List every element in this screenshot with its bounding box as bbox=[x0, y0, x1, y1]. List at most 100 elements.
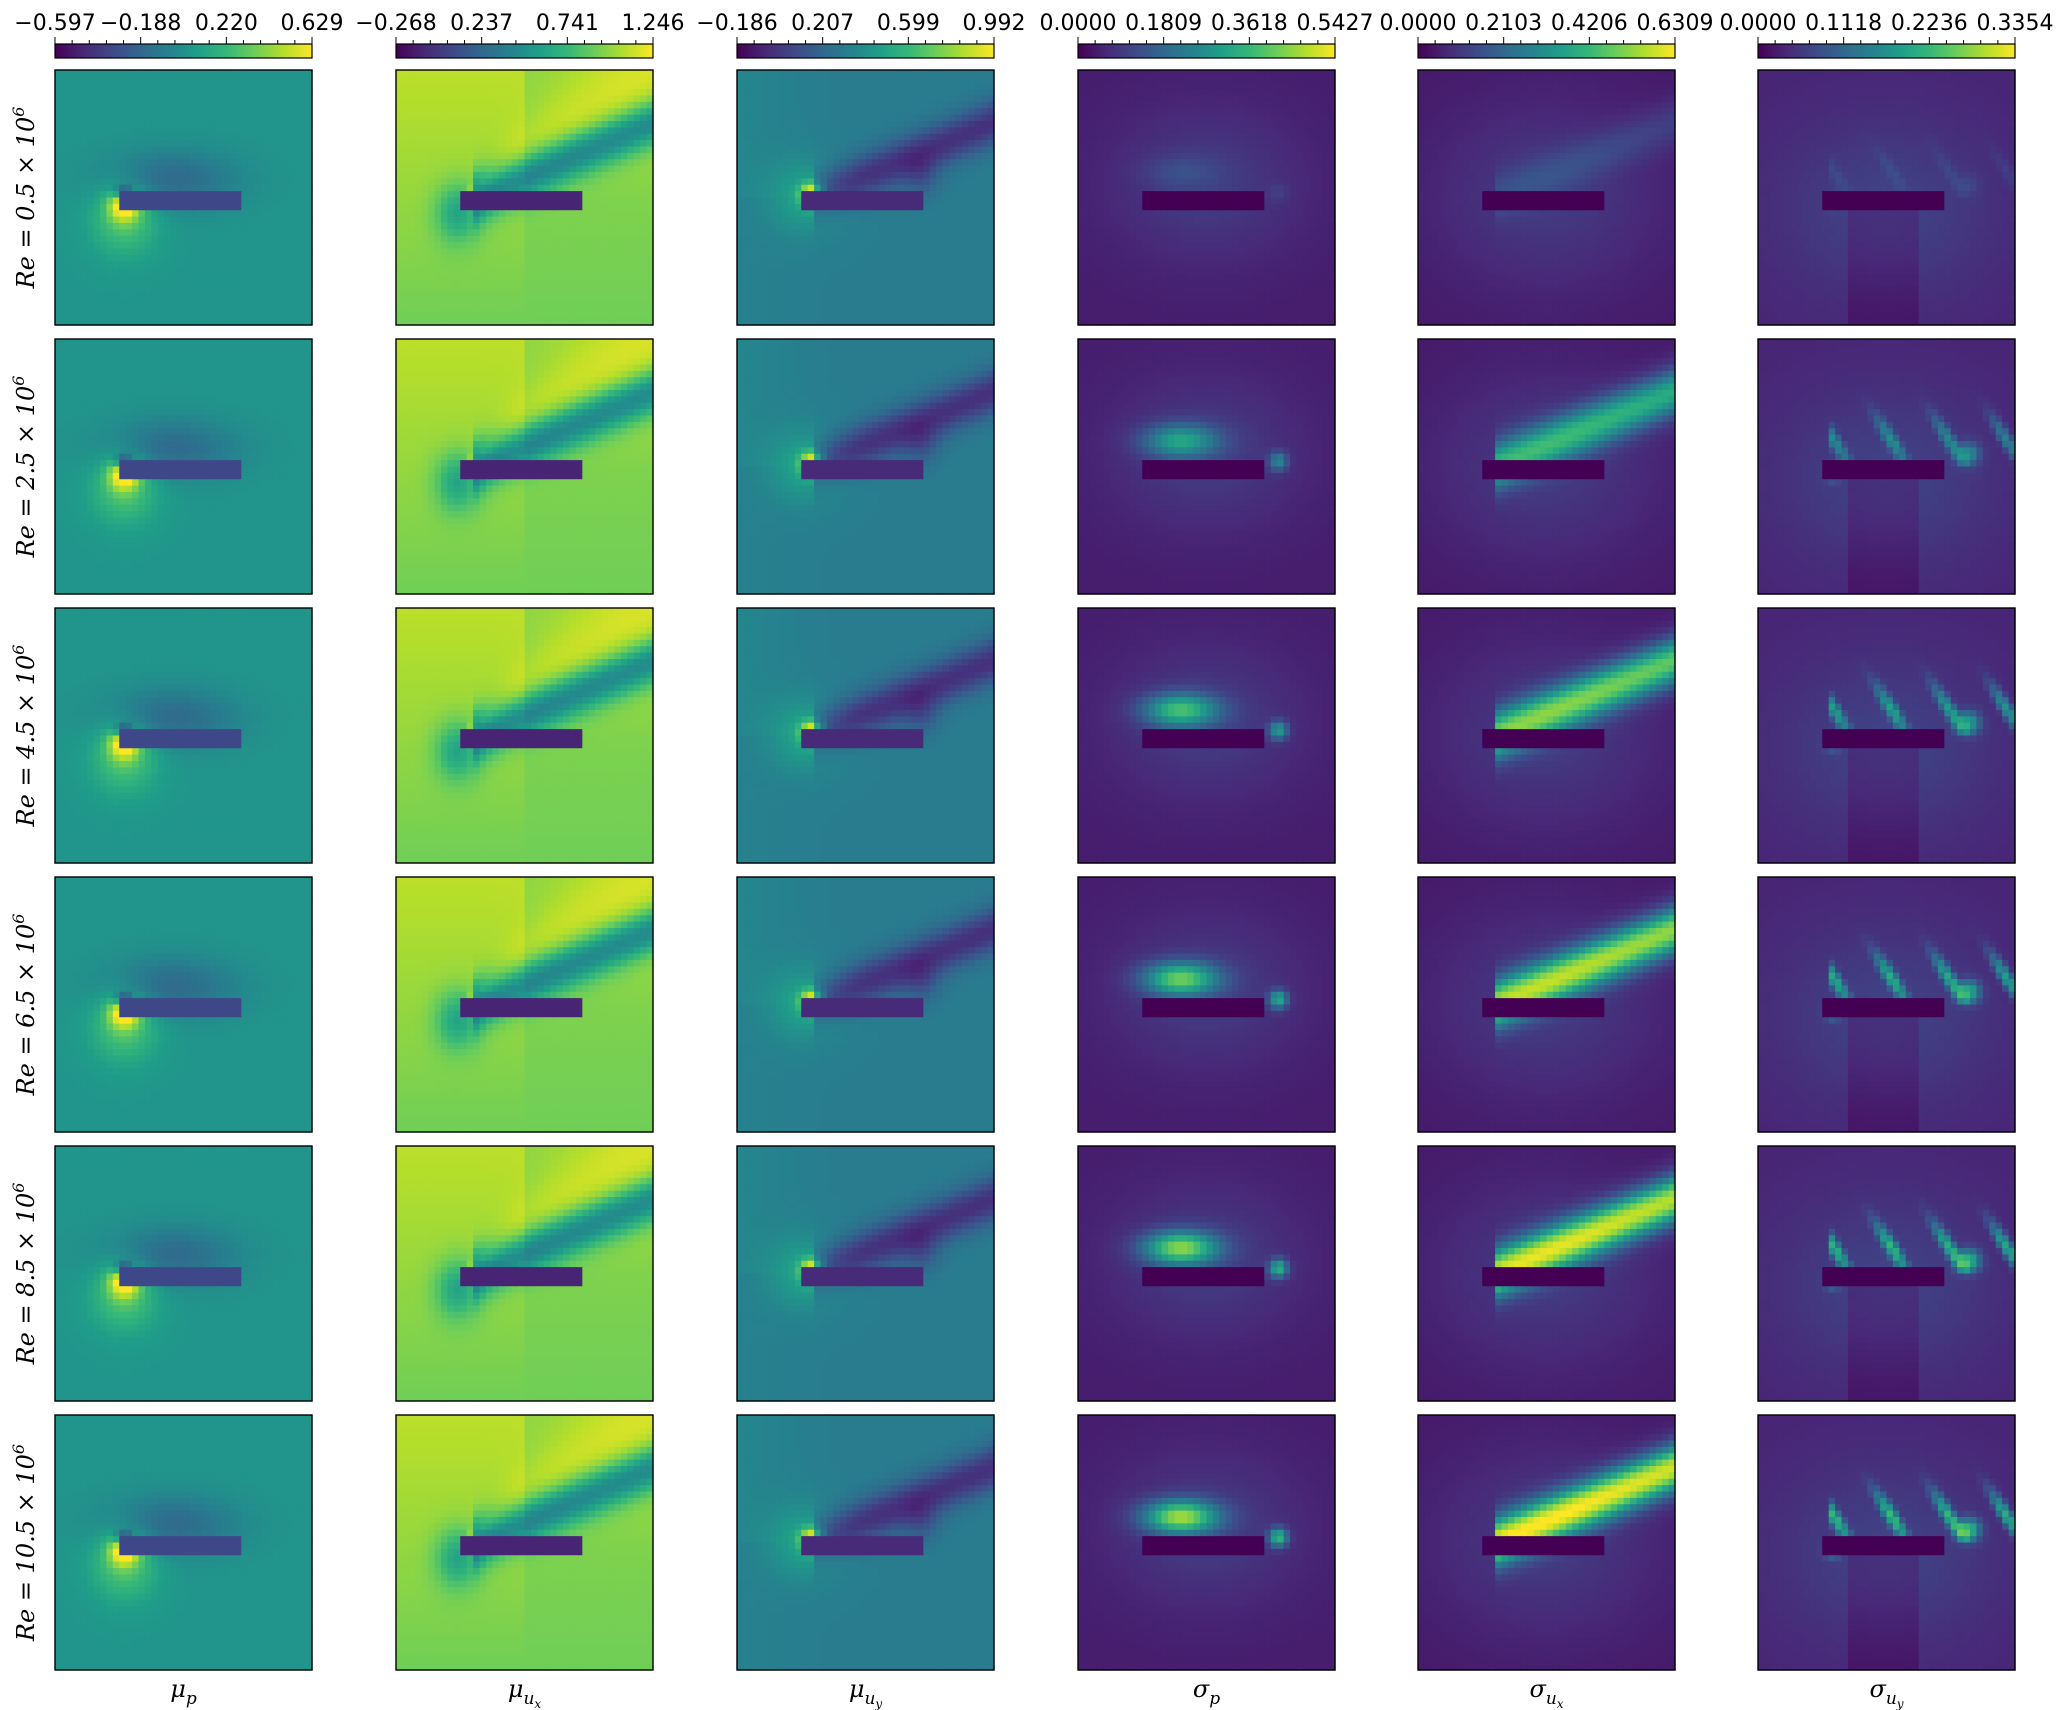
heatmap-cell bbox=[454, 172, 461, 179]
heatmap-cell bbox=[235, 287, 242, 294]
heatmap-cell bbox=[196, 178, 203, 185]
heatmap-cell bbox=[460, 153, 467, 160]
heatmap-cell bbox=[299, 249, 306, 256]
heatmap-cell bbox=[795, 134, 802, 141]
heatmap-cell bbox=[261, 229, 268, 236]
heatmap-cell bbox=[801, 121, 808, 128]
heatmap-cell bbox=[814, 89, 821, 96]
heatmap-cell bbox=[589, 198, 596, 205]
heatmap-cell bbox=[171, 293, 178, 300]
heatmap-cell bbox=[100, 166, 107, 173]
heatmap-cell bbox=[171, 287, 178, 294]
heatmap-cell bbox=[81, 108, 88, 115]
heatmap-cell bbox=[608, 312, 615, 319]
heatmap-cell bbox=[74, 108, 81, 115]
heatmap-cell bbox=[910, 115, 917, 122]
heatmap-cell bbox=[763, 70, 770, 77]
heatmap-cell bbox=[614, 89, 621, 96]
heatmap-cell bbox=[261, 108, 268, 115]
heatmap-cell bbox=[94, 287, 101, 294]
heatmap-cell bbox=[94, 236, 101, 243]
heatmap-cell bbox=[467, 236, 474, 243]
heatmap-cell bbox=[608, 198, 615, 205]
heatmap-cell bbox=[241, 178, 248, 185]
heatmap-cell bbox=[582, 153, 589, 160]
heatmap-cell bbox=[460, 198, 467, 205]
heatmap-cell bbox=[930, 121, 937, 128]
heatmap-cell bbox=[602, 198, 609, 205]
heatmap-cell bbox=[499, 198, 506, 205]
heatmap-cell bbox=[743, 89, 750, 96]
heatmap-cell bbox=[460, 166, 467, 173]
heatmap-cell bbox=[248, 96, 255, 103]
heatmap-cell bbox=[480, 76, 487, 83]
heatmap-cell bbox=[512, 217, 519, 224]
heatmap-cell bbox=[61, 204, 68, 211]
heatmap-cell bbox=[241, 172, 248, 179]
heatmap-cell bbox=[454, 185, 461, 192]
heatmap-cell bbox=[422, 70, 429, 77]
heatmap-cell bbox=[145, 312, 152, 319]
heatmap-cell bbox=[557, 178, 564, 185]
heatmap-cell bbox=[402, 229, 409, 236]
heatmap-cell bbox=[267, 121, 274, 128]
heatmap-cell bbox=[435, 147, 442, 154]
heatmap-cell bbox=[151, 70, 158, 77]
heatmap-cell bbox=[486, 287, 493, 294]
heatmap-cell bbox=[808, 127, 815, 134]
heatmap-cell bbox=[801, 134, 808, 141]
heatmap-cell bbox=[885, 134, 892, 141]
heatmap-cell bbox=[621, 172, 628, 179]
heatmap-cell bbox=[480, 268, 487, 275]
heatmap-cell bbox=[737, 108, 744, 115]
heatmap-cell bbox=[505, 198, 512, 205]
heatmap-cell bbox=[428, 178, 435, 185]
heatmap-cell bbox=[595, 242, 602, 249]
heatmap-cell bbox=[525, 134, 532, 141]
heatmap-cell bbox=[499, 280, 506, 287]
heatmap-cell bbox=[454, 76, 461, 83]
heatmap-cell bbox=[576, 293, 583, 300]
heatmap-cell bbox=[293, 223, 300, 230]
heatmap-cell bbox=[435, 312, 442, 319]
heatmap-cell bbox=[878, 134, 885, 141]
heatmap-cell bbox=[68, 287, 75, 294]
heatmap-cell bbox=[145, 198, 152, 205]
heatmap-cell bbox=[827, 115, 834, 122]
heatmap-cell bbox=[409, 102, 416, 109]
heatmap-cell bbox=[441, 108, 448, 115]
heatmap-cell bbox=[171, 178, 178, 185]
heatmap-cell bbox=[222, 96, 229, 103]
heatmap-cell bbox=[525, 159, 532, 166]
heatmap-cell bbox=[241, 147, 248, 154]
heatmap-cell bbox=[441, 242, 448, 249]
heatmap-cell bbox=[235, 274, 242, 281]
heatmap-cell bbox=[821, 70, 828, 77]
heatmap-cell bbox=[415, 217, 422, 224]
heatmap-cell bbox=[866, 96, 873, 103]
heatmap-cell bbox=[267, 236, 274, 243]
heatmap-cell bbox=[428, 255, 435, 262]
heatmap-cell bbox=[273, 300, 280, 307]
heatmap-cell bbox=[228, 134, 235, 141]
heatmap-cell bbox=[447, 274, 454, 281]
heatmap-cell bbox=[145, 268, 152, 275]
heatmap-cell bbox=[480, 147, 487, 154]
heatmap-cell bbox=[261, 242, 268, 249]
heatmap-cell bbox=[216, 127, 223, 134]
heatmap-cell bbox=[196, 198, 203, 205]
heatmap-cell bbox=[235, 261, 242, 268]
heatmap-cell bbox=[203, 223, 210, 230]
heatmap-cell bbox=[139, 210, 146, 217]
heatmap-cell bbox=[898, 76, 905, 83]
heatmap-cell bbox=[499, 178, 506, 185]
heatmap-cell bbox=[81, 249, 88, 256]
heatmap-cell bbox=[795, 102, 802, 109]
heatmap-cell bbox=[106, 147, 113, 154]
heatmap-cell bbox=[286, 223, 293, 230]
heatmap-cell bbox=[486, 191, 493, 198]
heatmap-cell bbox=[595, 223, 602, 230]
heatmap-cell bbox=[544, 76, 551, 83]
heatmap-cell bbox=[640, 217, 647, 224]
heatmap-cell bbox=[595, 96, 602, 103]
